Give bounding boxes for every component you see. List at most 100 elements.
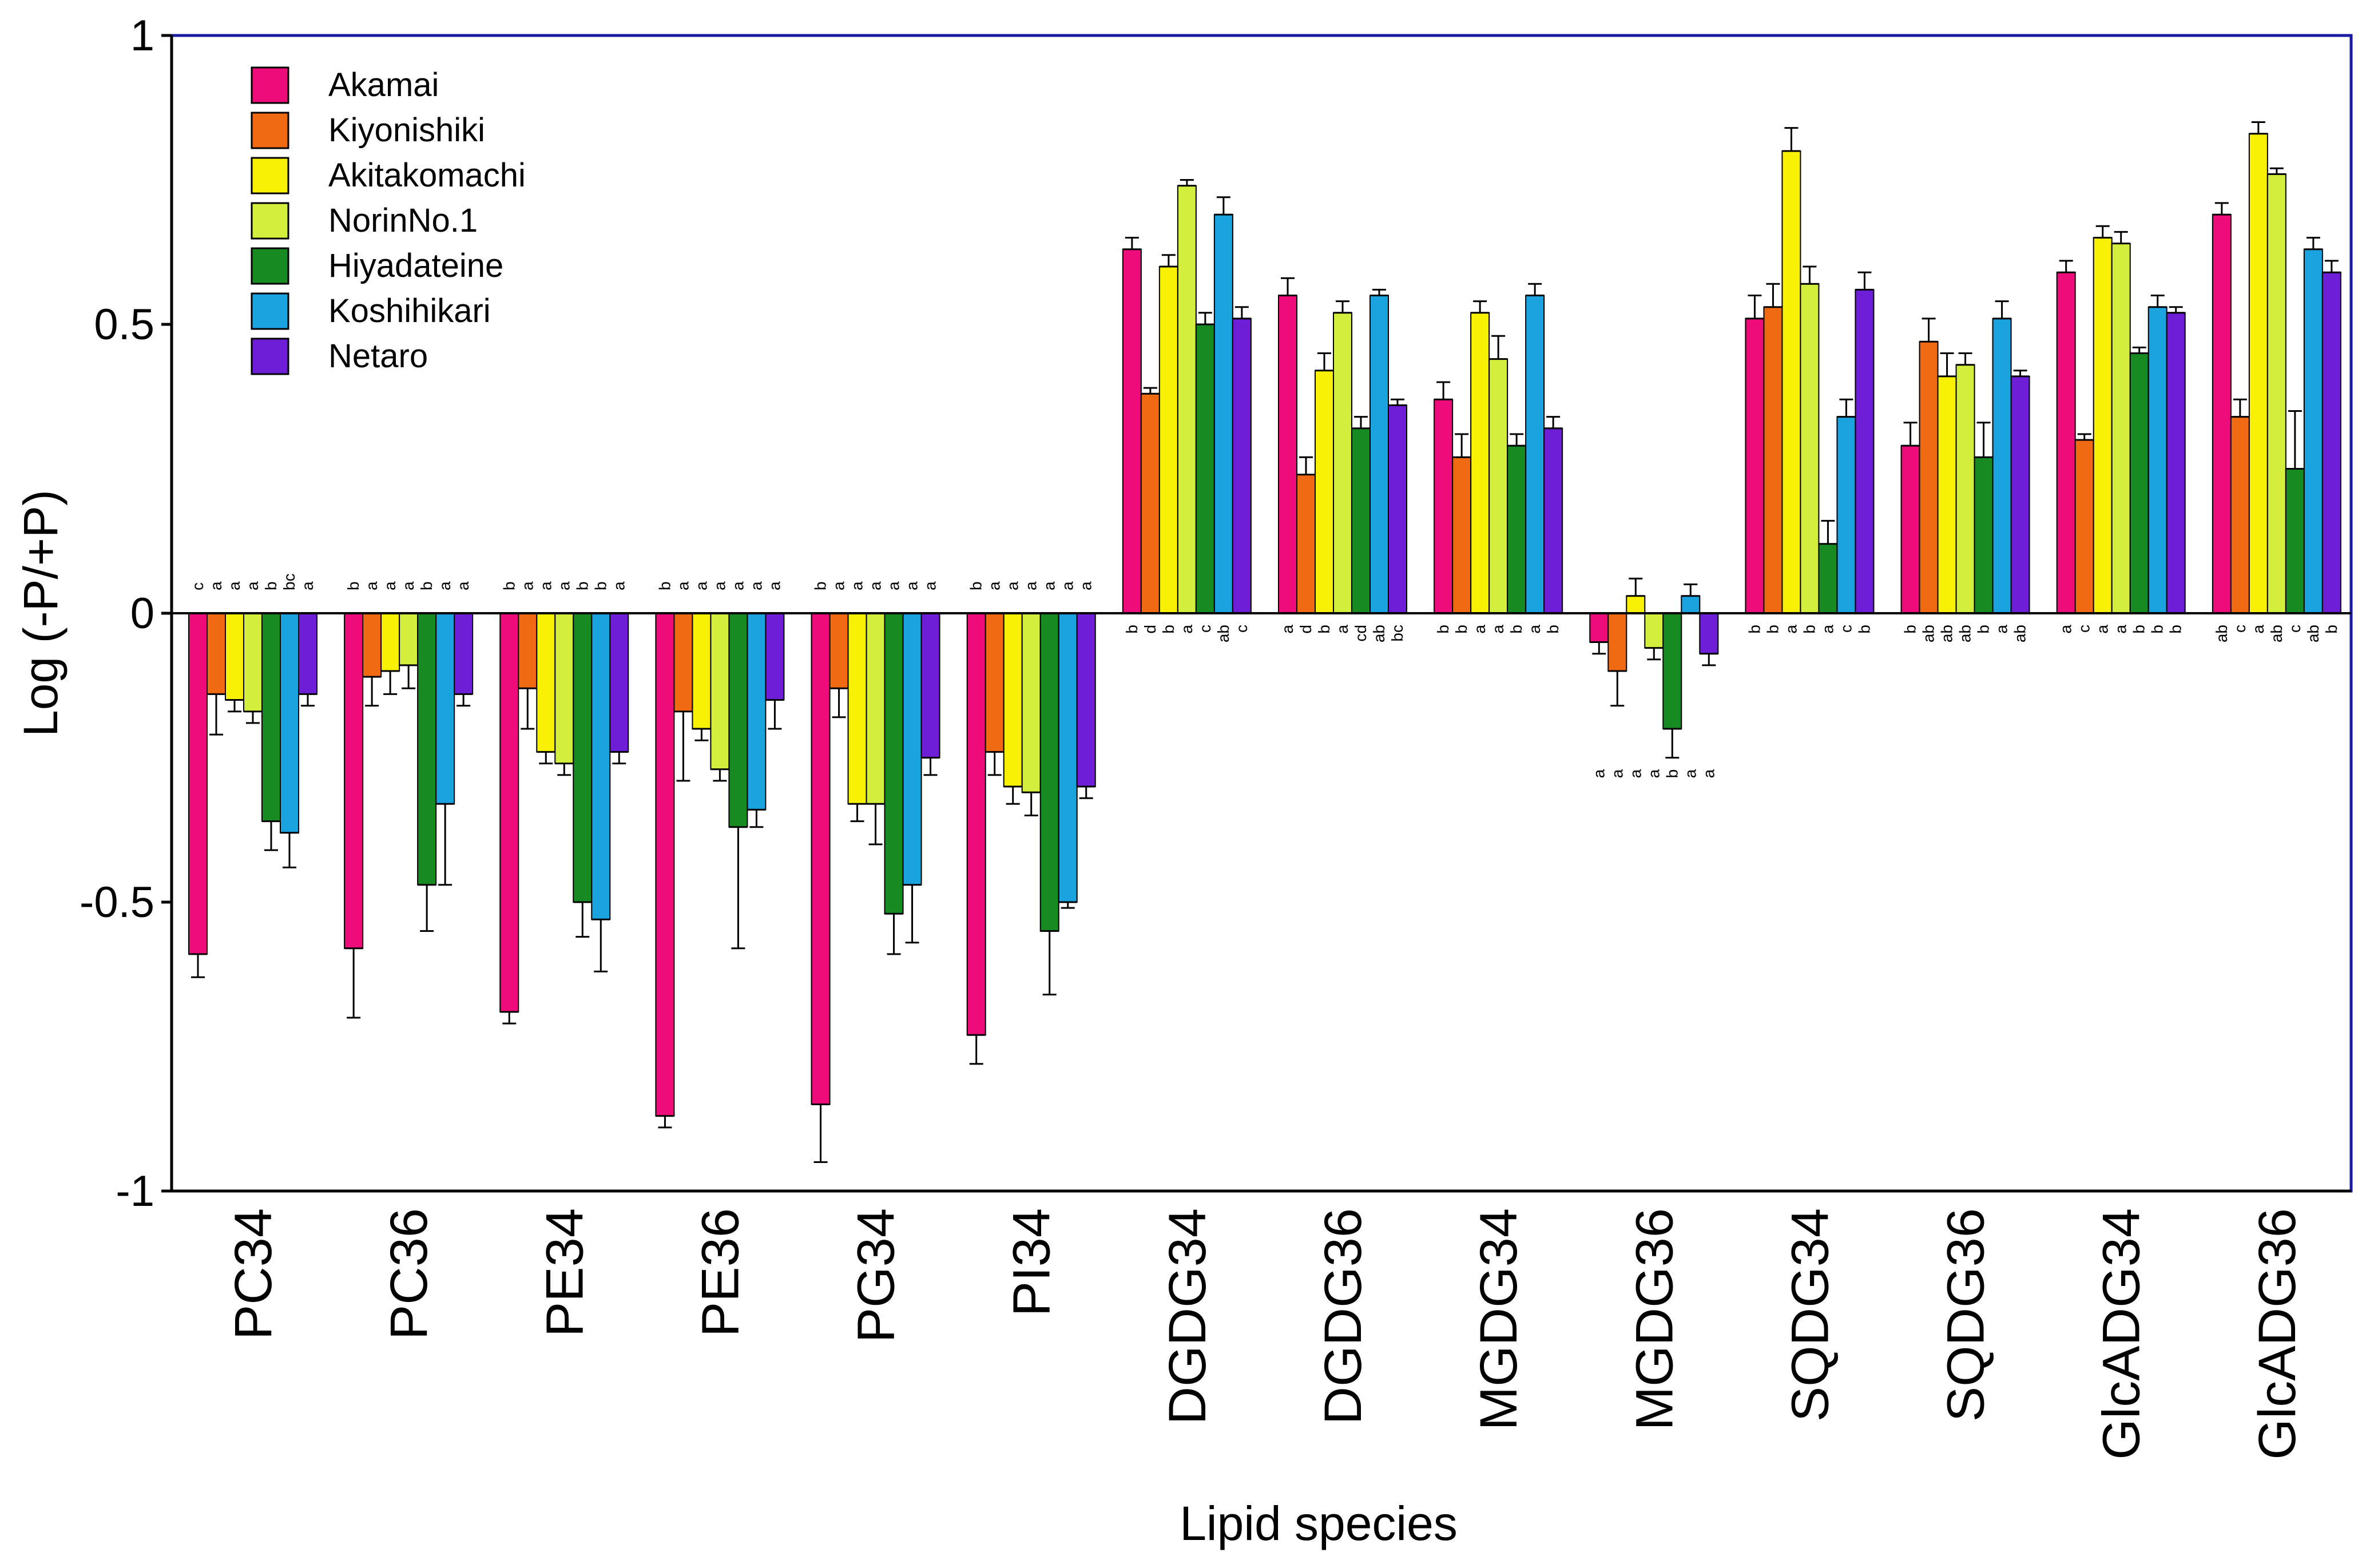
significance-letter: b [1745, 625, 1763, 634]
significance-letter: a [207, 581, 225, 590]
significance-letter: ab [1214, 625, 1232, 642]
significance-letter: a [2094, 625, 2111, 634]
significance-letter: cd [1352, 625, 1369, 642]
bar [1818, 543, 1838, 614]
bar [399, 613, 419, 666]
bar [1800, 283, 1820, 614]
significance-letter: b [573, 581, 591, 590]
significance-letter: a [986, 581, 1003, 590]
significance-letter: a [747, 581, 765, 590]
x-tick-label: PI34 [1003, 1208, 1061, 1316]
significance-letter: a [1782, 625, 1800, 634]
bar [847, 613, 867, 805]
significance-letter: a [674, 581, 692, 590]
bar [1543, 427, 1563, 614]
bar [1763, 306, 1783, 614]
significance-letter: a [1471, 625, 1488, 634]
bar [1974, 456, 1994, 614]
significance-letter: b [344, 581, 362, 590]
significance-letter: ab [2213, 625, 2230, 642]
significance-letter: bc [280, 573, 298, 590]
bar [1351, 427, 1371, 614]
significance-letter: c [2231, 625, 2249, 633]
bar [1388, 404, 1407, 614]
x-tick-label: GlcADG34 [2093, 1208, 2151, 1460]
significance-letter: b [967, 581, 985, 590]
bar [1525, 295, 1545, 614]
bar [1278, 295, 1297, 614]
bar [920, 613, 940, 759]
significance-letter: bc [1388, 625, 1406, 642]
bar [188, 613, 208, 955]
significance-letter: ab [1938, 625, 1956, 642]
legend-label: Netaro [328, 338, 428, 375]
significance-letter: b [1975, 625, 1992, 634]
bar [1158, 266, 1178, 614]
bar [1452, 456, 1472, 614]
significance-letter: a [225, 581, 243, 590]
x-tick-label: PG34 [847, 1208, 906, 1343]
bar [344, 613, 364, 949]
bar [2147, 306, 2168, 614]
significance-letter: a [244, 581, 261, 590]
significance-letter: a [830, 581, 848, 590]
significance-letter: a [363, 581, 380, 590]
bar [2093, 237, 2113, 614]
significance-letter: b [1123, 625, 1141, 634]
significance-letter: a [518, 581, 536, 590]
significance-letter: c [1196, 625, 1214, 633]
bar [207, 613, 226, 695]
bar [1937, 375, 1957, 614]
significance-letter: a [1681, 769, 1699, 778]
significance-letter: a [692, 581, 710, 590]
significance-letter: a [381, 581, 399, 590]
bar [1076, 613, 1096, 787]
significance-letter: b [500, 581, 518, 590]
legend-swatch [251, 247, 289, 285]
bar [811, 613, 831, 1105]
bar [435, 613, 455, 805]
significance-letter: c [189, 582, 207, 590]
legend-swatch [251, 292, 289, 330]
bar [1507, 445, 1527, 614]
significance-letter: b [1507, 625, 1525, 634]
bar [1745, 317, 1765, 614]
x-tick-label: MGDG36 [1625, 1208, 1684, 1431]
bar [573, 613, 593, 903]
x-axis-title: Lipid species [1180, 1496, 1458, 1550]
significance-letter: a [299, 581, 316, 590]
bar [655, 613, 675, 1117]
bar [1919, 341, 1939, 614]
bar [1296, 474, 1316, 614]
bar [1955, 364, 1975, 614]
x-tick-label: GlcADG36 [2248, 1208, 2307, 1460]
significance-letter: b [2149, 625, 2166, 634]
significance-letter: b [1800, 625, 1818, 634]
significance-letter: a [1279, 625, 1296, 634]
bar [1589, 613, 1609, 643]
significance-letter: a [1022, 581, 1040, 590]
bar [829, 613, 849, 689]
bar [554, 613, 574, 764]
significance-letter: ab [1370, 625, 1388, 642]
significance-letter: b [1663, 769, 1681, 779]
significance-letter: c [1233, 625, 1251, 633]
bar [1213, 214, 1233, 614]
bar [710, 613, 730, 770]
significance-letter: b [2323, 625, 2340, 634]
significance-letter: ab [1920, 625, 1938, 642]
bar [1626, 595, 1646, 614]
bar [362, 613, 382, 678]
significance-letter: b [2130, 625, 2148, 634]
significance-letter: a [1526, 625, 1543, 634]
significance-letter: a [729, 581, 747, 590]
bar [1644, 613, 1664, 649]
significance-letter: b [1855, 625, 1873, 634]
bar [518, 613, 538, 689]
significance-letter: b [1434, 625, 1452, 634]
significance-letter: a [2112, 625, 2130, 634]
significance-letter: ab [2011, 625, 2029, 642]
legend-swatch [251, 157, 289, 194]
legend-label: NorinNo.1 [328, 202, 478, 239]
